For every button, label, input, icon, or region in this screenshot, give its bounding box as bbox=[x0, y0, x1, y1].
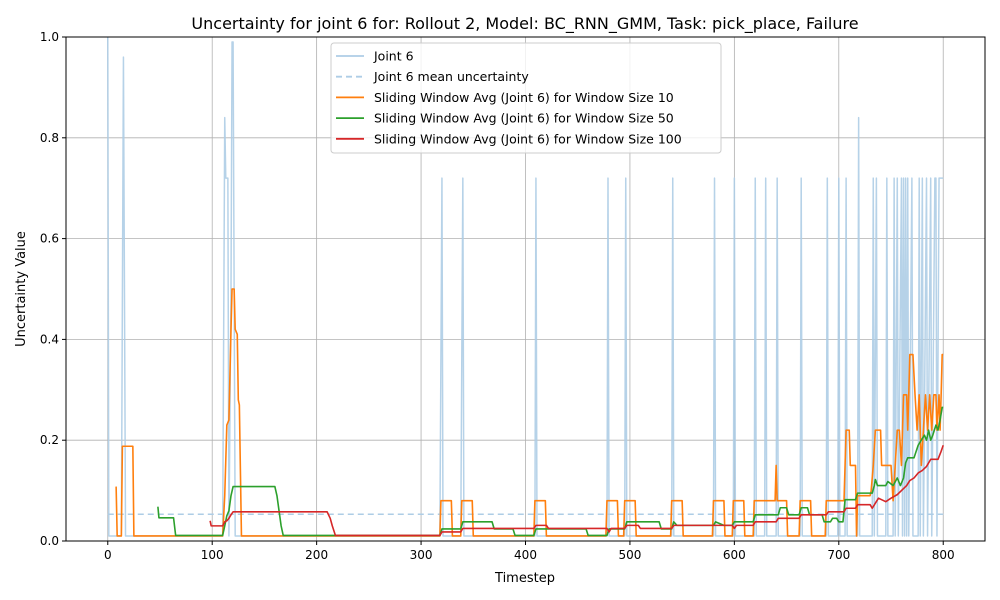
x-tick-label: 500 bbox=[618, 548, 641, 562]
x-tick-label: 800 bbox=[932, 548, 955, 562]
x-tick-label: 100 bbox=[201, 548, 224, 562]
x-tick-label: 700 bbox=[827, 548, 850, 562]
window-50-line bbox=[157, 406, 944, 537]
y-tick-label: 0.0 bbox=[40, 534, 59, 548]
legend-label: Joint 6 mean uncertainty bbox=[373, 69, 529, 84]
legend-label: Joint 6 bbox=[373, 49, 414, 64]
y-tick-label: 0.6 bbox=[40, 232, 59, 246]
y-tick-label: 0.4 bbox=[40, 332, 59, 346]
x-tick-label: 200 bbox=[305, 548, 328, 562]
y-tick-label: 0.8 bbox=[40, 131, 59, 145]
x-tick-label: 600 bbox=[723, 548, 746, 562]
legend: Joint 6 Joint 6 mean uncertainty Sliding W… bbox=[330, 42, 722, 154]
legend-label: Sliding Window Avg (Joint 6) for Window … bbox=[374, 111, 674, 126]
y-axis-label: Uncertainty Value bbox=[14, 231, 29, 347]
series-lines bbox=[107, 36, 944, 537]
chart-title: Uncertainty for joint 6 for: Rollout 2, … bbox=[191, 14, 858, 34]
x-tick-label: 0 bbox=[104, 548, 112, 562]
legend-label: Sliding Window Avg (Joint 6) for Window … bbox=[374, 90, 674, 105]
legend-label: Sliding Window Avg (Joint 6) for Window … bbox=[374, 131, 682, 146]
x-axis-label: Timestep bbox=[494, 571, 555, 586]
y-tick-label: 0.2 bbox=[40, 433, 59, 447]
y-tick-label: 1.0 bbox=[40, 30, 59, 44]
axis-ticks: 0 100 200 300 400 500 600 700 800 0.0 0.2 0.4 0.6 0.8… bbox=[40, 30, 955, 562]
x-tick-label: 400 bbox=[514, 548, 537, 562]
window-100-line bbox=[209, 444, 944, 537]
x-tick-label: 300 bbox=[410, 548, 433, 562]
window-10-line bbox=[115, 288, 944, 537]
legend-box bbox=[330, 42, 722, 154]
